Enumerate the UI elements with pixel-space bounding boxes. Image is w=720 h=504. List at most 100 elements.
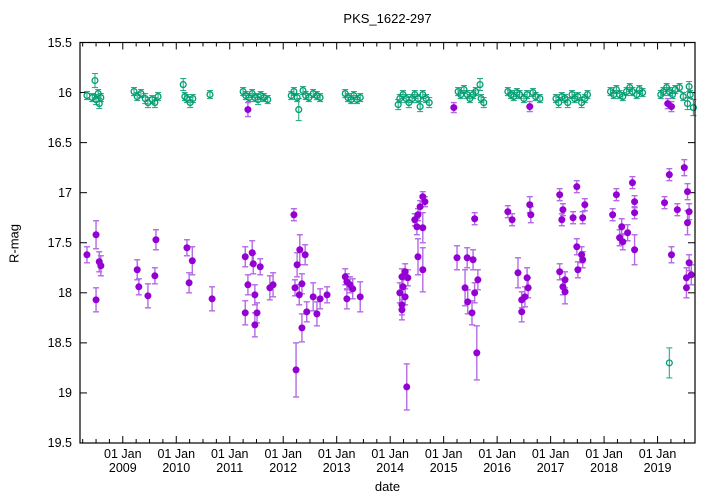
data-point	[474, 276, 482, 284]
data-point	[523, 274, 531, 282]
data-point	[619, 93, 627, 101]
data-point	[639, 89, 647, 97]
data-point	[631, 198, 639, 206]
error-bars-purple-filled-circles	[83, 97, 695, 411]
x-tick-label: 01 Jan 2019	[638, 447, 677, 475]
data-point	[91, 76, 99, 85]
y-tick-label: 17.5	[47, 235, 72, 250]
data-point	[524, 284, 532, 292]
data-point	[295, 291, 303, 299]
data-point	[404, 274, 412, 282]
chart-title: PKS_1622-297	[343, 11, 432, 26]
data-point	[473, 349, 481, 357]
data-point	[463, 254, 471, 262]
data-point	[516, 91, 524, 99]
data-point	[269, 281, 277, 289]
x-tick-label: 01 Jan 2017	[531, 447, 570, 475]
data-point	[293, 261, 301, 269]
points-purple-filled-circles	[83, 100, 695, 391]
y-tick-label: 18.5	[47, 335, 72, 350]
data-point	[419, 266, 427, 274]
data-point	[684, 188, 692, 196]
data-point	[244, 106, 252, 114]
x-tick-label: 01 Jan 2016	[478, 447, 516, 475]
data-point	[253, 309, 261, 317]
data-point	[472, 88, 480, 96]
data-point	[401, 293, 409, 301]
data-point	[450, 104, 458, 112]
data-point	[612, 86, 620, 94]
data-point	[425, 99, 433, 107]
data-point	[208, 295, 216, 303]
data-point	[183, 244, 191, 252]
data-point	[92, 296, 100, 304]
data-point	[480, 99, 488, 107]
data-point	[414, 95, 422, 103]
data-point	[526, 201, 534, 209]
data-point	[301, 251, 309, 259]
data-point	[514, 269, 522, 277]
data-point	[305, 94, 313, 102]
y-tick-label: 19.5	[47, 436, 72, 450]
data-point	[683, 100, 692, 108]
data-point	[356, 293, 364, 301]
data-point	[130, 88, 138, 96]
data-point	[559, 206, 567, 214]
data-point	[569, 214, 577, 222]
data-point	[504, 208, 512, 216]
data-point	[298, 324, 306, 332]
data-point	[413, 223, 421, 231]
data-point	[316, 94, 324, 102]
data-point	[309, 293, 317, 301]
data-point	[471, 215, 479, 223]
x-tick-label: 01 Jan 2015	[424, 447, 463, 475]
data-point	[292, 366, 300, 374]
data-point	[133, 266, 141, 274]
data-point	[555, 99, 563, 107]
data-point	[619, 238, 627, 246]
data-point	[667, 251, 675, 259]
data-point	[290, 88, 298, 96]
data-point	[684, 219, 692, 227]
data-point	[468, 309, 476, 317]
data-point	[685, 208, 693, 216]
data-point	[293, 94, 301, 102]
data-point	[579, 214, 587, 222]
data-point	[612, 191, 620, 199]
data-point	[291, 284, 299, 292]
data-point	[685, 259, 693, 267]
data-point	[403, 383, 411, 391]
data-point	[309, 90, 317, 98]
data-point	[561, 288, 569, 296]
data-point	[675, 84, 684, 92]
series-green-open-circles	[83, 72, 697, 379]
data-point	[665, 359, 673, 367]
data-point	[561, 276, 569, 284]
x-tick-label: 01 Jan 2009	[104, 447, 142, 475]
x-tick-label: 01 Jan 2018	[585, 447, 623, 475]
data-point	[631, 246, 639, 254]
data-point	[316, 295, 324, 303]
data-point	[414, 253, 422, 261]
data-point	[421, 198, 429, 206]
data-point	[295, 106, 303, 114]
data-point	[680, 164, 688, 172]
data-point	[661, 199, 669, 207]
data-point	[298, 280, 306, 288]
data-point	[135, 283, 143, 291]
data-point	[398, 273, 406, 281]
data-point	[137, 90, 145, 98]
data-point	[573, 183, 581, 191]
data-point	[97, 262, 105, 270]
data-point	[189, 95, 197, 103]
data-point	[249, 260, 257, 268]
data-point	[581, 201, 589, 209]
y-tick-label: 18	[58, 285, 72, 300]
data-point	[151, 99, 159, 107]
data-point	[689, 104, 697, 112]
data-point	[460, 86, 468, 94]
data-point	[667, 103, 675, 111]
data-point	[256, 263, 264, 271]
data-point	[398, 306, 406, 314]
x-axis-label: date	[374, 479, 401, 494]
